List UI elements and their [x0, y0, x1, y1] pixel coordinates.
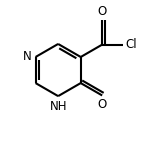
Text: O: O	[97, 98, 107, 111]
Text: N: N	[23, 51, 32, 63]
Text: O: O	[97, 5, 107, 18]
Text: Cl: Cl	[125, 38, 137, 51]
Text: NH: NH	[49, 100, 67, 113]
